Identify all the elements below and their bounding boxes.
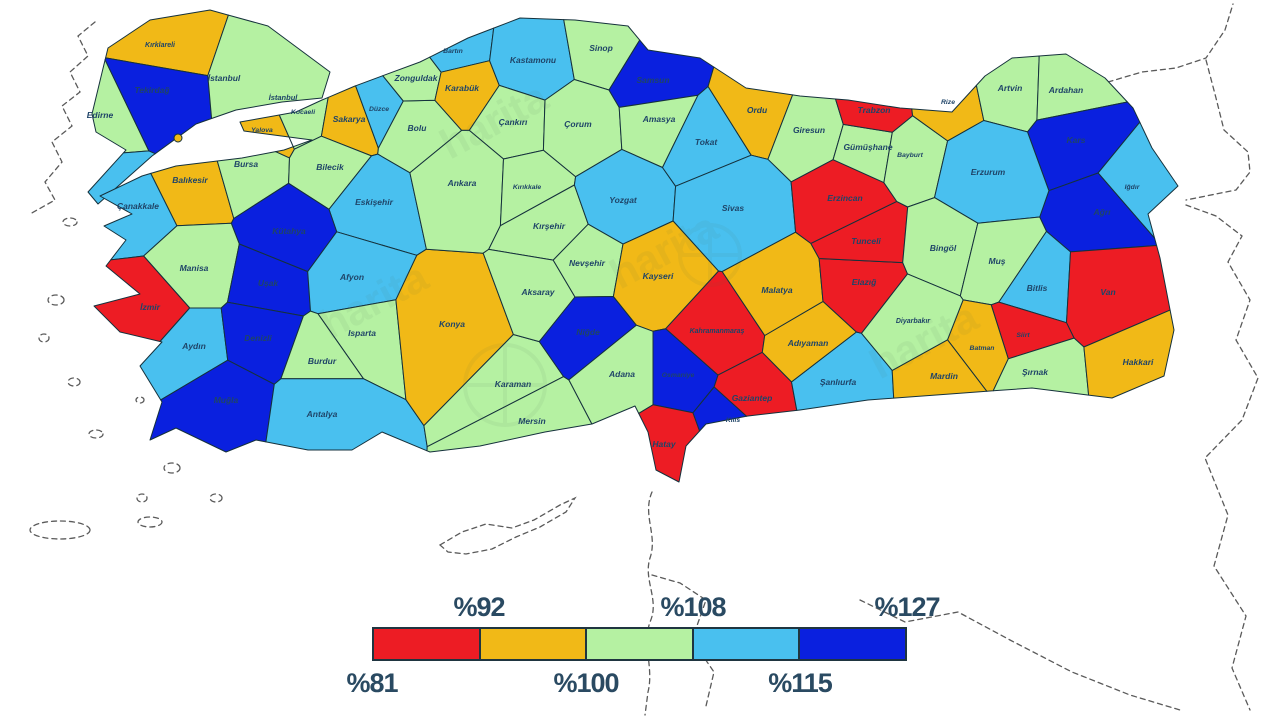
province-Hatay — [638, 404, 701, 483]
legend-label-81: %81 — [346, 668, 398, 698]
cyprus-outline — [438, 496, 577, 555]
aegean-island — [47, 294, 65, 306]
greece-bulgaria-border — [29, 21, 96, 215]
legend-label-100: %100 — [553, 668, 619, 698]
iraq-syria-line — [859, 599, 1181, 711]
province-Kilis — [692, 386, 747, 432]
legend-swatch — [800, 629, 905, 659]
province-Çanakkale — [87, 150, 156, 205]
rhodes-island — [29, 520, 91, 540]
legend: %81 %92 %100 %108 %115 %127 — [346, 592, 940, 704]
province-Diyarbakır — [861, 273, 964, 371]
watermark-logo-icon — [680, 225, 740, 285]
legend-label-108: %108 — [660, 592, 726, 622]
legend-label-92: %92 — [453, 592, 505, 622]
aegean-island — [67, 377, 81, 387]
legend-swatch — [587, 629, 694, 659]
watermark-logo-icon — [463, 343, 547, 427]
legend-bar — [372, 627, 907, 661]
watermark-logo-icon — [678, 223, 742, 287]
province-İzmir — [93, 255, 191, 342]
legend-swatch — [693, 629, 801, 659]
iran-border — [1185, 204, 1259, 711]
aegean-island — [163, 462, 181, 474]
neighbor-borders-dashed — [29, 3, 1259, 716]
province-Muğla — [149, 359, 275, 453]
aegean-island — [137, 516, 163, 528]
aegean-island — [38, 333, 50, 343]
aegean-island — [136, 493, 148, 503]
legend-swatch — [480, 629, 588, 659]
aegean-island — [88, 429, 104, 439]
syria-interior-line — [651, 574, 715, 707]
aegean-island — [62, 217, 78, 227]
aegean-island — [135, 396, 145, 404]
legend-label-115: %115 — [768, 668, 833, 698]
aegean-island — [209, 493, 223, 503]
province-Mardin — [891, 339, 988, 399]
province-label: Rize — [941, 99, 955, 106]
province-Hakkari — [1083, 309, 1175, 399]
armenia-nakhchivan-border — [1185, 59, 1251, 201]
legend-swatch — [374, 629, 481, 659]
georgia-armenia-border — [1107, 3, 1234, 83]
province-cells — [87, 9, 1179, 483]
province-İstanbul — [207, 14, 331, 119]
legend-label-127: %127 — [874, 592, 940, 622]
marmara-island — [173, 133, 183, 143]
province-Ardahan — [1036, 53, 1128, 121]
syria-coast — [644, 491, 654, 716]
watermark-logo-icon — [465, 345, 545, 425]
